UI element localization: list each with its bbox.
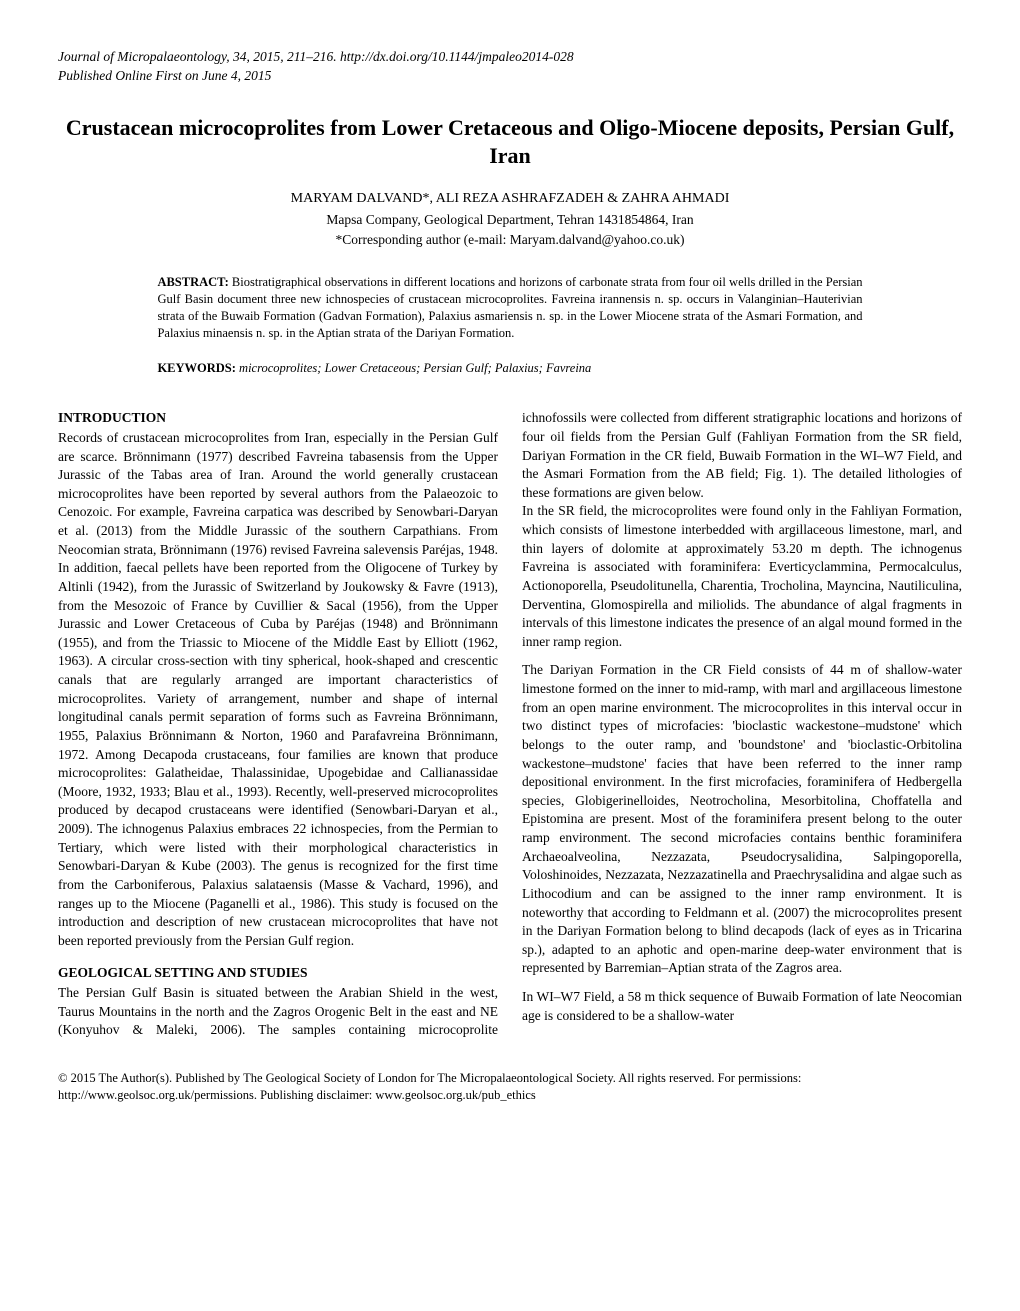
abstract-text: Biostratigraphical observations in diffe… — [157, 275, 862, 340]
geological-p4: In WI–W7 Field, a 58 m thick sequence of… — [522, 988, 962, 1025]
abstract-label: ABSTRACT: — [157, 275, 228, 289]
keywords-text: microcoprolites; Lower Cretaceous; Persi… — [236, 361, 591, 375]
journal-pubdate: Published Online First on June 4, 2015 — [58, 67, 962, 86]
keywords-label: KEYWORDS: — [157, 361, 235, 375]
copyright-footer: © 2015 The Author(s). Published by The G… — [58, 1070, 962, 1104]
introduction-heading: INTRODUCTION — [58, 409, 498, 428]
affiliation: Mapsa Company, Geological Department, Te… — [58, 211, 962, 230]
keywords-block: KEYWORDS: microcoprolites; Lower Cretace… — [157, 360, 862, 378]
journal-header: Journal of Micropalaeontology, 34, 2015,… — [58, 48, 962, 86]
geological-p2: In the SR field, the microcoprolites wer… — [522, 502, 962, 651]
corresponding-author: *Corresponding author (e-mail: Maryam.da… — [58, 231, 962, 250]
article-title: Crustacean microcoprolites from Lower Cr… — [58, 114, 962, 171]
geological-heading: GEOLOGICAL SETTING AND STUDIES — [58, 964, 498, 983]
authors: MARYAM DALVAND*, ALI REZA ASHRAFZADEH & … — [58, 189, 962, 209]
body-columns: INTRODUCTION Records of crustacean micro… — [58, 409, 962, 1040]
geological-p3: The Dariyan Formation in the CR Field co… — [522, 661, 962, 978]
abstract-block: ABSTRACT: Biostratigraphical observation… — [157, 274, 862, 342]
journal-citation: Journal of Micropalaeontology, 34, 2015,… — [58, 48, 962, 67]
introduction-body: Records of crustacean microcoprolites fr… — [58, 429, 498, 951]
